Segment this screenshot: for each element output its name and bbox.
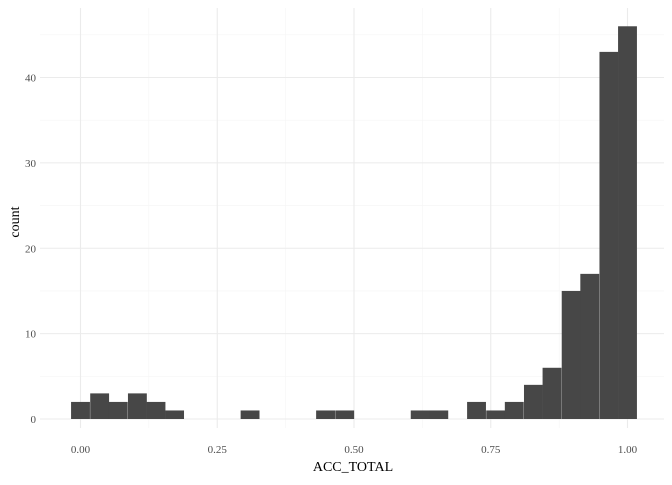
x-axis-title: ACC_TOTAL [313,460,393,475]
x-tick-label: 1.00 [618,444,638,456]
y-axis-title: count [8,206,23,237]
x-tick-label: 0.75 [481,444,501,456]
histogram-bar [71,401,90,419]
histogram-bar [127,393,147,419]
histogram-bar [429,410,449,419]
histogram-bar [542,367,562,419]
bars [71,26,637,420]
histogram-bar [165,410,185,419]
y-tick-label: 20 [25,243,37,255]
histogram-bar [240,410,260,419]
histogram-bar [561,290,581,419]
histogram-bar [599,51,619,419]
histogram-bar [108,401,128,419]
histogram-bar [316,410,335,419]
histogram-bar [486,410,506,419]
histogram-bar [335,410,355,419]
histogram-bar [146,401,166,419]
histogram-bar [504,401,524,419]
x-tick-labels: 0.00 0.25 0.50 0.75 1.00 [71,444,638,456]
x-tick-label: 0.25 [208,444,228,456]
y-tick-label: 30 [25,158,37,170]
y-tick-label: 40 [25,73,37,85]
y-tick-label: 0 [31,414,37,426]
x-tick-label: 0.50 [344,444,364,456]
y-tick-labels: 0 10 20 30 40 [25,73,37,427]
histogram-bar [90,393,110,419]
y-tick-label: 10 [25,329,37,341]
histogram-bar [523,384,543,419]
histogram-bar [410,410,430,419]
histogram-bar [580,273,600,419]
histogram-bar [467,401,486,419]
x-tick-label: 0.00 [71,444,91,456]
histogram-bar [618,26,637,420]
